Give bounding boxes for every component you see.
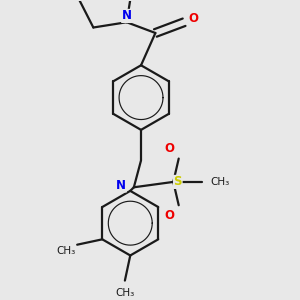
Text: O: O <box>165 208 175 222</box>
Text: O: O <box>165 142 175 155</box>
Text: CH₃: CH₃ <box>210 177 230 187</box>
Text: O: O <box>188 12 198 25</box>
Text: N: N <box>122 9 132 22</box>
Text: CH₃: CH₃ <box>56 247 75 256</box>
Text: N: N <box>116 179 126 192</box>
Text: CH₃: CH₃ <box>115 288 134 298</box>
Text: S: S <box>174 176 182 188</box>
